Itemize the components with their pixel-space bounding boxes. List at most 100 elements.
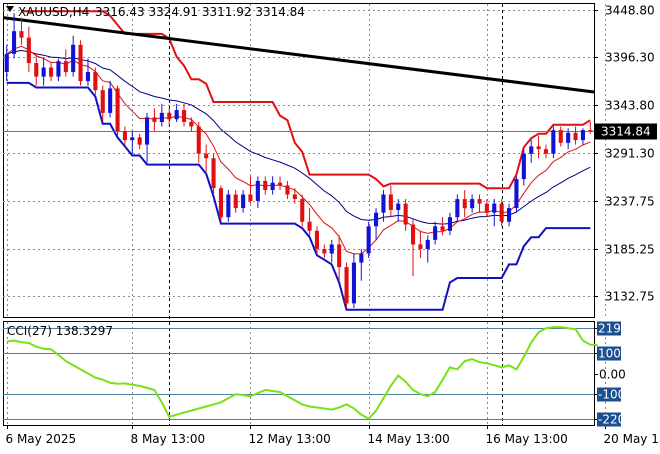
candle-body [537,146,541,149]
candle-body [411,225,415,245]
candle-body [396,204,400,210]
symbol-label: XAUUSD,H4 [18,5,89,19]
candle-body [470,199,474,208]
candle-body [426,240,430,249]
candle-body [248,195,252,201]
candle-body [145,117,149,144]
candle-body [123,131,127,140]
candle-body [241,195,245,209]
candle-body [337,244,341,267]
candle-body [308,222,312,231]
candle-body [212,158,216,188]
candle-body [544,149,548,154]
candle-body [278,183,282,186]
cci-line [7,327,598,419]
candle-body [574,133,578,140]
candle-body [463,199,467,208]
candle-body [34,63,38,77]
candle-body [566,133,570,143]
cci-layer [3,327,598,419]
candle-body [529,146,533,153]
candle-body [189,122,193,127]
candle-body [263,181,267,190]
ohlc-label: 3316.43 3324.91 3311.92 3314.84 [95,5,305,19]
candle-body [315,231,319,249]
candle-body [167,113,171,119]
candle-body [160,113,164,122]
candle-body [93,72,97,90]
candle-body [138,137,142,144]
trend-line [3,18,594,92]
candle-body [581,130,585,140]
last-price-value: 3314.84 [601,125,651,139]
candle-body [108,88,112,113]
candle-body [219,188,223,217]
candle-body [175,110,179,119]
candle-body [492,204,496,213]
cci-tick-label: 0.00 [599,368,626,382]
candle-body [559,130,563,143]
candle-body [64,61,68,72]
candle-body [234,195,238,209]
candle-body [322,249,326,254]
candle-body [5,54,9,72]
candle-body [226,195,230,218]
candle-body [197,127,201,154]
price-tick-label: 3448.80 [605,4,655,18]
candle-body [71,45,75,72]
candle-body [116,88,120,131]
candle-body [352,263,356,304]
price-tick-label: 3291.30 [605,147,655,161]
cci-tick-label: 100 [598,347,621,361]
candle-body [455,199,459,217]
time-tick-label: 20 May 13:00 [604,432,660,446]
indicator-layer [3,11,594,309]
upper-channel-line [22,11,591,188]
price-tick-label: 3237.75 [605,195,655,209]
time-tick-label: 16 May 13:00 [486,432,568,446]
candle-body [42,68,46,77]
price-tick-label: 3396.30 [605,51,655,65]
candle-body [367,226,371,253]
candle-body [404,204,408,225]
candle-body [130,137,134,140]
candle-body [152,117,156,122]
candle-body [381,195,385,213]
candle-body [204,154,208,159]
candle-body [19,31,23,37]
candle-body [12,31,16,54]
candle-body [79,45,83,81]
time-tick-label: 14 May 13:00 [368,432,450,446]
candle-body [485,204,489,213]
candle-body [514,179,518,208]
candle-body [418,244,422,249]
candle-body [330,244,334,253]
candle-body [359,254,363,263]
candle-body [271,183,275,190]
candle-body [49,68,53,77]
cci-tick-label: 219.0171 [598,322,655,336]
candle-body [441,226,445,231]
time-tick-label: 12 May 13:00 [249,432,331,446]
time-tick-label: 6 May 2025 [6,432,77,446]
candle-body [433,226,437,240]
cci-tick-label: -220.306 [598,413,652,427]
candle-body [448,217,452,231]
candle-body [374,213,378,227]
price-tick-label: 3132.75 [605,290,655,304]
candle-body [500,204,504,222]
candle-body [56,61,60,76]
candle-body [182,110,186,122]
candle-body [389,195,393,210]
candle-body [256,181,260,201]
candle-body [478,199,482,204]
candle-body [293,195,297,200]
candle-body [285,185,289,194]
cci-tick-label: -100 [598,388,625,402]
price-tick-label: 3185.25 [605,243,655,257]
time-tick-label: 8 May 13:00 [131,432,206,446]
candle-body [588,130,592,131]
candle-body [86,72,90,81]
